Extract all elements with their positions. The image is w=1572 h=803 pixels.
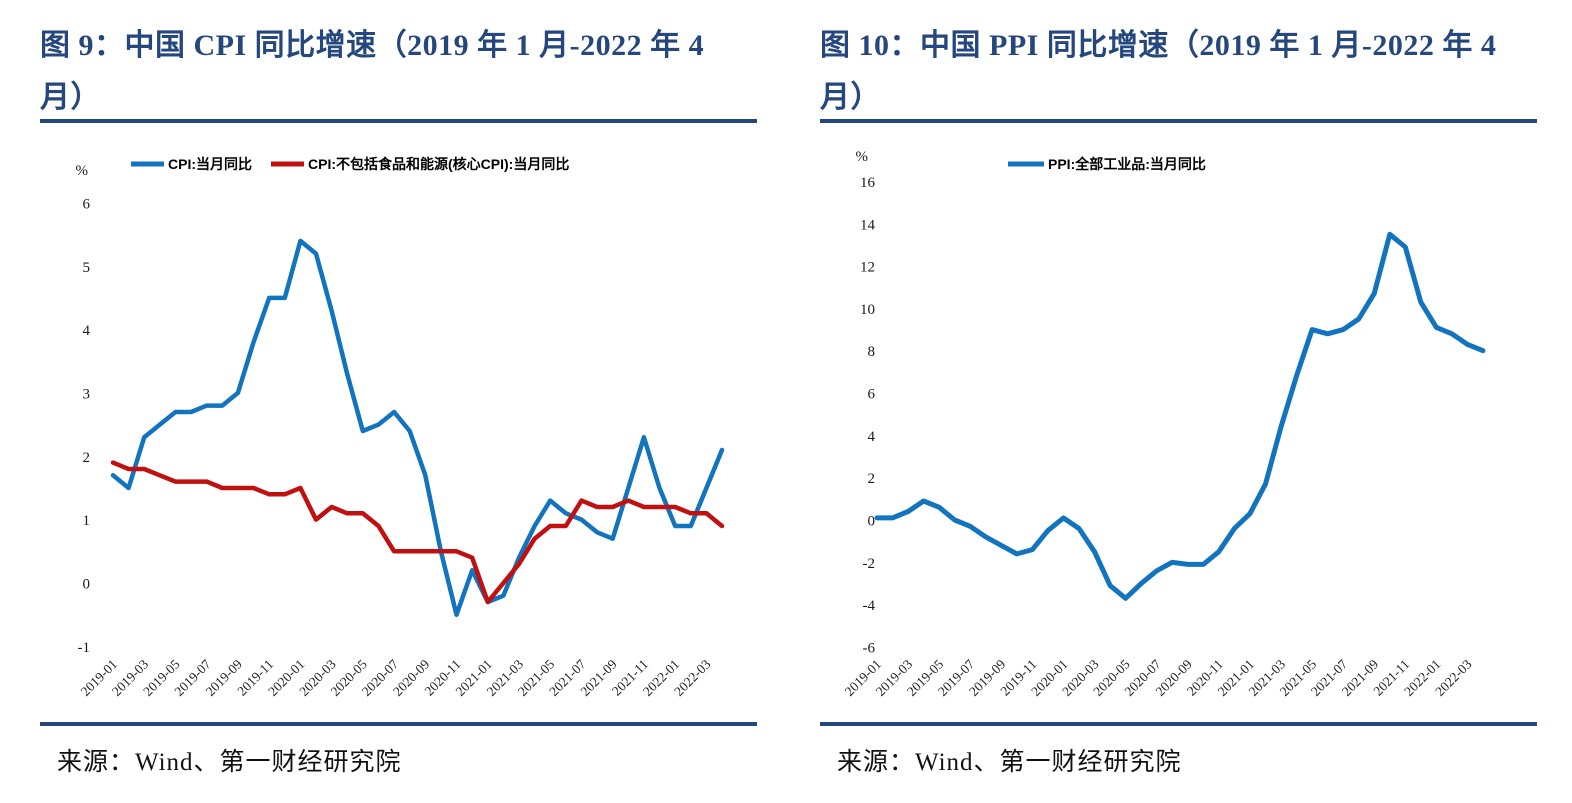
- legend-label-0: PPI:全部工业品:当月同比: [1048, 156, 1206, 172]
- figure-10-bottom-divider: [820, 722, 1537, 726]
- figure-10-title: 图 10：中国 PPI 同比增速（2019 年 1 月-2022 年 4 月）: [820, 29, 1497, 114]
- y-axis-tick-label: 2: [868, 471, 876, 487]
- y-axis-tick-label: 1: [83, 513, 91, 529]
- y-axis-tick-label: 8: [868, 344, 876, 360]
- figure-10-title-divider: [820, 119, 1537, 123]
- legend-label-1: CPI:不包括食品和能源(核心CPI):当月同比: [308, 156, 569, 172]
- y-axis-tick-label: 6: [83, 196, 91, 212]
- y-axis-tick-label: 4: [868, 429, 876, 445]
- y-axis-tick-label: -1: [78, 640, 91, 656]
- figure-9-bottom-divider: [40, 722, 757, 726]
- cpi-figure-panel: 图 9：中国 CPI 同比增速（2019 年 1 月-2022 年 4 月） %…: [40, 0, 757, 803]
- ppi-chart: %1614121086420-2-4-62019-012019-032019-0…: [842, 149, 1486, 699]
- y-axis-tick-label: 12: [860, 260, 875, 276]
- y-axis-tick-label: 10: [860, 302, 875, 318]
- y-axis-tick-label: 2: [83, 450, 91, 466]
- y-axis-tick-label: 0: [83, 577, 91, 593]
- cpi-chart: %6543210-12019-012019-032019-052019-0720…: [76, 156, 725, 699]
- figure-9-source-note: 来源：Wind、第一财经研究院: [57, 749, 402, 776]
- figure-10-source-note: 来源：Wind、第一财经研究院: [837, 749, 1182, 776]
- ppi-figure-panel: 图 10：中国 PPI 同比增速（2019 年 1 月-2022 年 4 月） …: [820, 0, 1537, 803]
- y-axis-tick-label: 0: [868, 514, 876, 530]
- y-axis-tick-label: 6: [868, 387, 876, 403]
- y-axis-tick-label: 4: [83, 323, 91, 339]
- y-axis-tick-label: -6: [863, 641, 876, 657]
- series-line-0: [110, 238, 725, 617]
- y-axis-tick-label: 5: [83, 260, 91, 276]
- y-axis-tick-label: -2: [863, 556, 876, 572]
- figure-9-title: 图 9：中国 CPI 同比增速（2019 年 1 月-2022 年 4 月）: [40, 29, 705, 114]
- y-axis-tick-label: 3: [83, 386, 91, 402]
- y-axis-unit-label: %: [856, 149, 869, 165]
- legend-label-0: CPI:当月同比: [168, 156, 252, 172]
- y-axis-tick-label: -4: [863, 598, 876, 614]
- y-axis-tick-label: 16: [860, 175, 876, 191]
- y-axis-unit-label: %: [76, 163, 89, 179]
- series-line-0: [874, 231, 1486, 601]
- y-axis-tick-label: 14: [860, 217, 876, 233]
- figure-9-title-divider: [40, 119, 757, 123]
- series-line-1: [110, 460, 725, 605]
